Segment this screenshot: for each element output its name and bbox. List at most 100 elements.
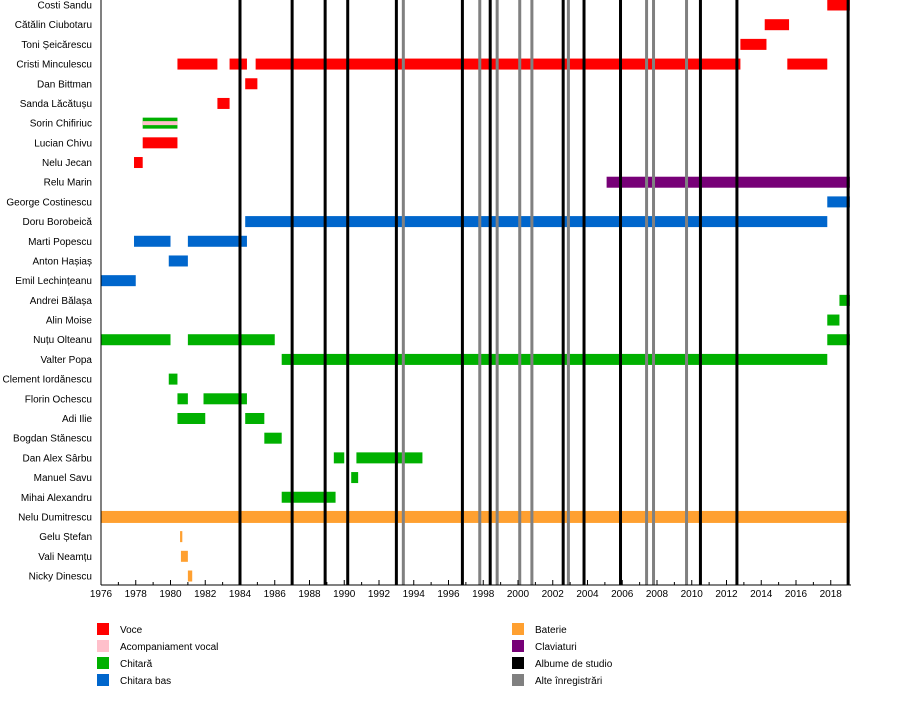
member-name: Sorin Chifiriuc: [30, 119, 92, 130]
bar-bas: [101, 275, 136, 287]
member-name: Dan Alex Sârbu: [23, 453, 93, 464]
member-name: Cătălin Ciubotaru: [15, 20, 92, 31]
legend-swatch-bas: [97, 674, 109, 686]
bar-voce: [142, 137, 178, 149]
member-name: Doru Borobeică: [23, 217, 93, 228]
x-tick-label: 1990: [333, 589, 356, 600]
legend-label-voce: Voce: [120, 625, 143, 636]
member-name: Florin Ochescu: [25, 394, 92, 405]
bar-chitara: [187, 334, 275, 346]
bar-voce: [827, 0, 850, 11]
bar-voce: [134, 157, 143, 169]
x-tick-label: 2004: [576, 589, 599, 600]
bar-voce: [245, 78, 258, 90]
bar-chitara: [281, 353, 828, 365]
bar-chitara: [168, 373, 178, 385]
bar-baterie: [180, 550, 188, 562]
member-name: George Costinescu: [6, 197, 92, 208]
legend-label-claviaturi: Claviaturi: [535, 642, 577, 653]
bar-chitara: [333, 452, 345, 464]
x-tick-label: 1994: [403, 589, 426, 600]
x-tick-label: 1992: [368, 589, 391, 600]
member-name: Lucian Chivu: [34, 138, 92, 149]
member-name: Dan Bittman: [37, 79, 92, 90]
x-tick-label: 2018: [820, 589, 843, 600]
member-name: Gelu Ștefan: [39, 532, 92, 543]
bar-bas: [245, 216, 828, 228]
x-tick-label: 2010: [681, 589, 704, 600]
x-tick-label: 2002: [542, 589, 565, 600]
bar-chitara: [245, 412, 265, 424]
bar-claviaturi: [606, 176, 850, 188]
member-name: Mihai Alexandru: [21, 493, 92, 504]
bar-voce: [740, 38, 767, 50]
member-name: Sanda Lăcătușu: [20, 99, 92, 110]
member-name: Toni Șeicărescu: [21, 40, 92, 51]
bar-chitara: [827, 314, 840, 326]
member-name: Cristi Minculescu: [16, 60, 92, 71]
bar-chitara: [177, 393, 188, 405]
bar-chitara: [203, 393, 247, 405]
bar-voce: [217, 97, 230, 109]
x-tick-label: 2006: [611, 589, 634, 600]
member-name: Marti Popescu: [28, 237, 92, 248]
x-tick-label: 2000: [507, 589, 530, 600]
bar-acomp: [142, 121, 178, 126]
legend-label-alte: Alte înregistrări: [535, 676, 602, 687]
legend-swatch-alte: [512, 674, 524, 686]
x-tick-label: 2014: [750, 589, 773, 600]
x-tick-label: 1986: [264, 589, 287, 600]
member-name: Adi Ilie: [62, 414, 92, 425]
bar-baterie: [180, 531, 183, 543]
legend-swatch-acomp: [97, 640, 109, 652]
member-name: Valter Popa: [40, 355, 92, 366]
x-tick-label: 1984: [229, 589, 252, 600]
member-name: Andrei Bălașa: [30, 296, 93, 307]
x-axis: 1976 1978 1980 1982 1984 1986 1988 1990 1992 1994…: [90, 0, 851, 600]
member-name: Nelu Dumitrescu: [18, 512, 92, 523]
bar-voce: [787, 58, 828, 70]
bar-chitara: [177, 412, 206, 424]
member-name: Costi Sandu: [38, 1, 92, 12]
x-tick-label: 2016: [785, 589, 808, 600]
legend-swatch-chitara: [97, 657, 109, 669]
recording-lines: [238, 0, 850, 585]
legend: Voce Acompaniament vocal Chitară Chitara ba…: [97, 623, 613, 687]
member-name: Clement Iordănescu: [3, 375, 93, 386]
legend-swatch-voce: [97, 623, 109, 635]
x-tick-label: 1996: [437, 589, 460, 600]
bar-voce: [229, 58, 247, 70]
member-name: Nuțu Olteanu: [33, 335, 92, 346]
bar-voce: [177, 58, 218, 70]
bar-chitara: [264, 432, 282, 444]
bar-baterie: [101, 510, 850, 523]
member-name: Manuel Savu: [34, 473, 92, 484]
member-name: Anton Hașiaș: [33, 256, 92, 267]
bar-chitara: [827, 334, 850, 346]
bar-bas: [187, 235, 247, 247]
member-name: Relu Marin: [44, 178, 92, 189]
bar-chitara: [101, 334, 171, 346]
bar-bas: [827, 196, 850, 208]
legend-swatch-claviaturi: [512, 640, 524, 652]
x-tick-label: 2008: [646, 589, 669, 600]
legend-swatch-baterie: [512, 623, 524, 635]
bar-chitara: [281, 491, 336, 503]
x-tick-label: 1976: [90, 589, 113, 600]
legend-label-acomp: Acompaniament vocal: [120, 642, 218, 653]
bar-bas: [134, 235, 171, 247]
legend-label-bas: Chitara bas: [120, 676, 171, 687]
member-name: Alin Moise: [46, 316, 93, 327]
member-name: Emil Lechințeanu: [15, 276, 92, 287]
x-tick-label: 1998: [472, 589, 495, 600]
bar-voce: [764, 19, 790, 31]
bar-chitara: [839, 294, 850, 306]
member-labels: Costi Sandu Cătălin Ciubotaru Toni Șeicăre…: [3, 1, 93, 583]
bar-baterie: [187, 570, 193, 582]
x-tick-label: 1982: [194, 589, 217, 600]
bar-chitara: [356, 452, 423, 464]
legend-label-baterie: Baterie: [535, 625, 567, 636]
x-tick-label: 1980: [159, 589, 182, 600]
member-name: Bogdan Stănescu: [13, 434, 92, 445]
